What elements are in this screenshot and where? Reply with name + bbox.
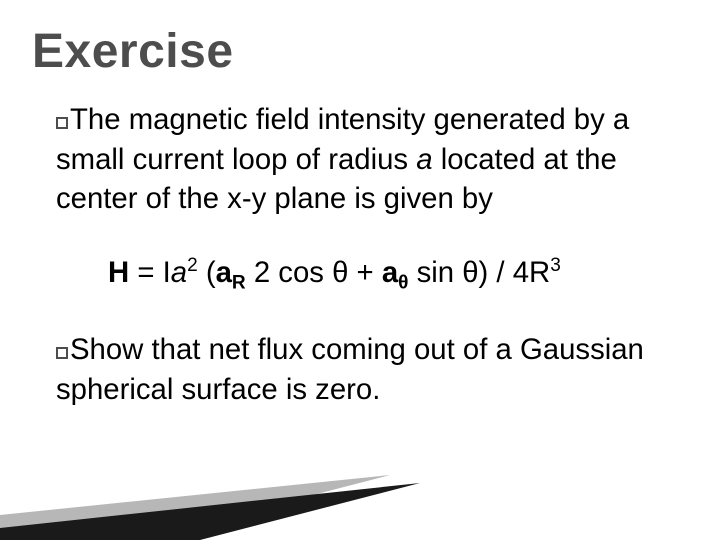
wedge-dark bbox=[0, 483, 420, 540]
f-aR-a: a bbox=[216, 256, 232, 289]
p1-run-2: a bbox=[416, 143, 432, 176]
f-open: ( bbox=[198, 256, 216, 289]
f-ath-a: a bbox=[382, 256, 398, 289]
bullet-icon bbox=[56, 347, 68, 359]
f-two-cos: 2 cos θ + bbox=[246, 256, 382, 289]
bullet-icon bbox=[56, 117, 68, 129]
f-H: H bbox=[108, 256, 129, 289]
p1-run-0: The bbox=[70, 103, 121, 136]
f-sq: 2 bbox=[187, 255, 198, 276]
slide-body: The magnetic field intensity generated b… bbox=[56, 100, 672, 410]
f-a: a bbox=[171, 256, 187, 289]
slide: Exercise The magnetic field intensity ge… bbox=[0, 0, 720, 540]
wedge-light bbox=[0, 475, 390, 540]
formula: H = Ia2 (aR 2 cos θ + aθ sin θ) / 4R3 bbox=[56, 255, 672, 295]
f-aR-R: R bbox=[232, 272, 246, 293]
p2-run-0: Show bbox=[70, 333, 143, 366]
f-eq: = I bbox=[129, 256, 171, 289]
f-sin: sin θ) / 4R bbox=[408, 256, 550, 289]
f-ath-th: θ bbox=[398, 272, 408, 293]
f-cube: 3 bbox=[550, 255, 561, 276]
paragraph-2: Show that net flux coming out of a Gauss… bbox=[56, 330, 672, 409]
decorative-wedge-icon bbox=[0, 420, 720, 540]
p2-run-1: that net flux coming out of a Gaussian s… bbox=[56, 333, 644, 406]
paragraph-1: The magnetic field intensity generated b… bbox=[56, 100, 672, 219]
slide-title: Exercise bbox=[32, 24, 234, 79]
